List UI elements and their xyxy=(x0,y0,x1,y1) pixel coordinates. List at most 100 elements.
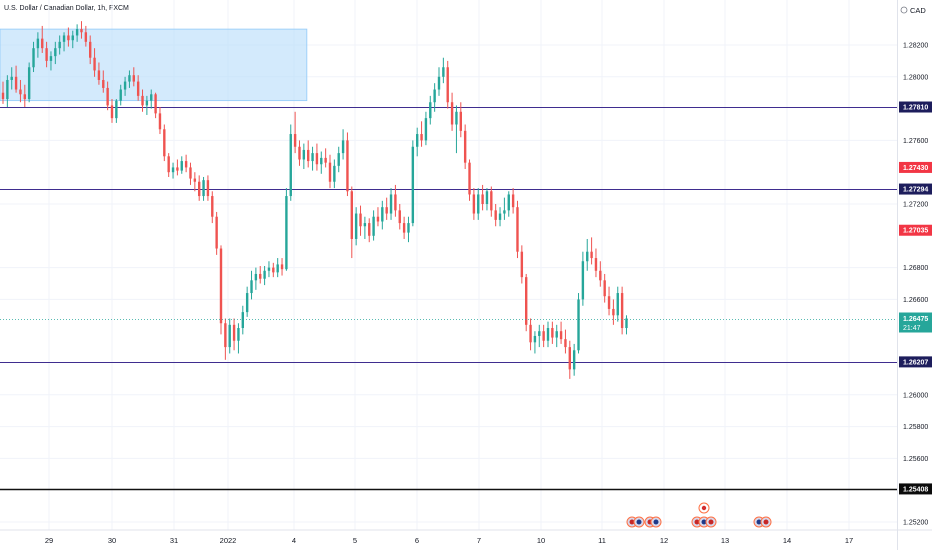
us-flag-icon[interactable] xyxy=(760,516,772,528)
last-price-tag[interactable]: 1.26475 21:47 xyxy=(899,312,932,333)
candle xyxy=(41,25,44,53)
price-tag[interactable]: 1.26207 xyxy=(899,356,932,368)
candle xyxy=(36,32,40,58)
candle xyxy=(315,143,319,171)
candle-body xyxy=(555,331,558,338)
candle xyxy=(198,175,201,201)
y-tick-label: 1.25600 xyxy=(903,456,928,463)
candle xyxy=(368,218,371,243)
candle-body xyxy=(1,92,5,100)
candle-body xyxy=(250,280,253,294)
candle-body xyxy=(503,210,506,214)
candle xyxy=(93,48,96,77)
candle-body xyxy=(272,267,275,273)
candle xyxy=(232,318,236,351)
candle-body xyxy=(450,102,454,125)
candle xyxy=(485,188,489,211)
candle-body xyxy=(128,75,131,82)
candle-body xyxy=(424,118,428,141)
y-tick-label: 1.26600 xyxy=(903,297,928,304)
canada-flag-icon[interactable] xyxy=(698,502,710,514)
candle xyxy=(184,154,188,173)
candle xyxy=(89,35,92,65)
candle xyxy=(202,176,205,201)
candle xyxy=(363,216,367,239)
candle xyxy=(381,200,384,230)
price-tag[interactable]: 1.27430 xyxy=(899,161,932,173)
candle-body xyxy=(559,331,563,340)
candle xyxy=(1,81,5,104)
candle xyxy=(171,162,175,179)
candle xyxy=(176,159,179,176)
candle-body xyxy=(346,140,349,192)
candle xyxy=(324,148,327,168)
candle-body xyxy=(163,129,166,157)
candle-body xyxy=(420,134,423,141)
candle-body xyxy=(520,251,524,278)
candle xyxy=(58,35,61,55)
x-tick-label: 29 xyxy=(45,536,53,545)
candle xyxy=(411,140,415,227)
candle-body xyxy=(612,308,615,316)
price-tag[interactable]: 1.25408 xyxy=(899,483,932,495)
price-tag-label: 1.27810 xyxy=(903,105,928,112)
candle-body xyxy=(193,178,197,182)
candle-body xyxy=(171,167,175,173)
candle-body xyxy=(232,324,236,341)
candle xyxy=(241,305,244,335)
candle xyxy=(123,76,127,96)
candle xyxy=(272,262,275,278)
candle-body xyxy=(616,293,619,316)
candle xyxy=(599,261,602,287)
candle-body xyxy=(398,210,401,224)
candle-body xyxy=(219,248,223,324)
candle xyxy=(224,318,227,360)
candle xyxy=(250,270,253,300)
candle-body xyxy=(150,94,153,101)
candle xyxy=(533,331,537,354)
candle xyxy=(433,83,436,112)
x-tick-label: 5 xyxy=(353,536,357,545)
currency-label: CAD xyxy=(900,6,926,15)
candle-body xyxy=(132,75,135,82)
us-flag-icon[interactable] xyxy=(650,516,662,528)
price-tag-label: 1.27035 xyxy=(903,228,928,235)
candle xyxy=(102,70,105,93)
candle-body xyxy=(525,277,528,325)
x-tick-label: 2022 xyxy=(220,536,237,545)
candle xyxy=(67,27,70,47)
candle-body xyxy=(228,324,231,348)
candle-body xyxy=(311,153,314,162)
candle-body xyxy=(368,223,371,236)
price-tag[interactable]: 1.27035 xyxy=(899,224,932,236)
x-tick-label: 30 xyxy=(108,536,116,545)
candle-body xyxy=(376,216,380,222)
candle xyxy=(307,140,310,168)
candle xyxy=(54,41,57,65)
candle-body xyxy=(89,41,92,58)
price-tag[interactable]: 1.27294 xyxy=(899,183,932,195)
price-tag[interactable]: 1.27810 xyxy=(899,101,932,113)
us-flag-icon[interactable] xyxy=(705,516,717,528)
x-tick-label: 7 xyxy=(477,536,481,545)
x-tick-label: 10 xyxy=(537,536,545,545)
candle xyxy=(372,210,375,241)
supply-zone-box[interactable] xyxy=(0,28,308,102)
us-flag-icon[interactable] xyxy=(633,516,645,528)
candle-body xyxy=(324,157,327,163)
candle xyxy=(45,41,48,68)
candle-body xyxy=(472,194,476,214)
candle xyxy=(206,175,210,201)
candle xyxy=(511,188,515,214)
candle-body xyxy=(568,347,571,370)
level-lines xyxy=(0,107,897,491)
candle xyxy=(516,200,519,259)
candle-body xyxy=(468,162,471,195)
price-tag-bg xyxy=(899,483,932,495)
candle xyxy=(128,70,131,88)
candle-body xyxy=(184,161,188,168)
price-tag-bg xyxy=(899,224,932,236)
candle xyxy=(442,57,445,84)
candle-body xyxy=(411,146,415,224)
